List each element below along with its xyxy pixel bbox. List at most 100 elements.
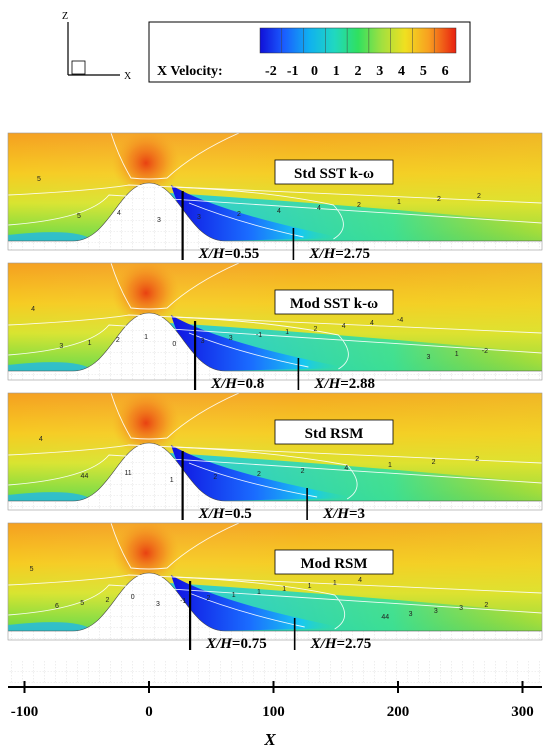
- x-tick-label: 300: [511, 704, 534, 720]
- colorbar-tick-label: 2: [355, 64, 362, 79]
- flow-panel: 4 3 1 2 1 0 3 3 -1 1 2 4 4 -4 3 1 -2 Mod SST k-ω X/H=0.8 X/…: [7, 262, 543, 392]
- velocity-maximum: [112, 263, 180, 327]
- contour-value-label: 1: [88, 340, 92, 347]
- colorbar-legend: X Velocity: -2 -1 0 1 2 3 4 5 6: [148, 21, 471, 83]
- contour-value-label: 4: [31, 306, 35, 313]
- contour-value-label: 1: [144, 334, 148, 341]
- colorbar-tick-label: 6: [442, 64, 449, 79]
- contour-value-label: 1: [170, 477, 174, 484]
- contour-value-label: 1: [388, 462, 392, 469]
- cut-label: X/H=3: [322, 506, 365, 522]
- x-tick-label: 100: [262, 704, 285, 720]
- cut-line-1: X/H=0.55: [181, 191, 260, 262]
- cut-label: X/H=0.5: [198, 506, 252, 522]
- contour-value-label: 3: [157, 217, 161, 224]
- lower-grid-strip: [8, 661, 542, 683]
- recirculation-zone: [171, 315, 349, 371]
- contour-value-label: 1: [308, 583, 312, 590]
- cut-line-1: X/H=0.5: [181, 451, 252, 522]
- cut-line-2: X/H=2.75: [293, 618, 372, 652]
- contour-value-label: 1: [257, 589, 261, 596]
- contour-value-label: 2: [116, 337, 120, 344]
- contour-value-label: 5: [77, 213, 81, 220]
- cut-label: X/H=2.88: [313, 376, 375, 392]
- contour-value-label: -1: [180, 598, 186, 605]
- cut-line-2: X/H=2.75: [292, 228, 370, 262]
- colorbar-tick-label: 1: [333, 64, 340, 79]
- contour-value-label: 2: [437, 196, 441, 203]
- contour-value-label: 3: [426, 354, 430, 361]
- velocity-maximum: [112, 393, 180, 457]
- x-tick-label: 200: [387, 704, 410, 720]
- contour-value-label: 1: [397, 199, 401, 206]
- contour-value-label: -1: [256, 332, 262, 339]
- panel-title: Mod RSM: [300, 556, 367, 572]
- contour-value-label: 3: [459, 605, 463, 612]
- colorbar-tick-label: 3: [376, 64, 383, 79]
- contour-value-label: -4: [397, 317, 403, 324]
- panel-title-box: Std RSM: [274, 419, 394, 445]
- contour-value-label: 2: [105, 597, 109, 604]
- contour-value-label: 2: [237, 211, 241, 218]
- contour-lines: [8, 523, 542, 630]
- contour-value-label: 4: [344, 465, 348, 472]
- contour-value-label: 4: [342, 323, 346, 330]
- contour-value-label: 1: [282, 586, 286, 593]
- colorbar-tick-label: 0: [311, 64, 318, 79]
- cut-label: X/H=0.8: [210, 376, 264, 392]
- contour-lines: [8, 263, 542, 370]
- axes-triad: Z X: [62, 11, 132, 82]
- panel-title: Std SST k-ω: [294, 166, 374, 182]
- contour-value-label: 1: [333, 580, 337, 587]
- recirculation-zone: [171, 185, 344, 241]
- contour-value-label: 2: [357, 202, 361, 209]
- contour-value-label: 3: [229, 335, 233, 342]
- contour-value-label: 5: [37, 176, 41, 183]
- colorbar-tick-label: 5: [420, 64, 427, 79]
- cut-line-2: X/H=3: [306, 488, 365, 522]
- contour-value-label: 2: [477, 193, 481, 200]
- z-axis-label: Z: [62, 11, 68, 22]
- contour-value-label: 1: [285, 329, 289, 336]
- contour-value-label: 3: [409, 611, 413, 618]
- x-axis-title: X: [263, 730, 276, 749]
- panel-title-box: Mod RSM: [274, 549, 394, 575]
- cut-label: X/H=2.75: [308, 246, 370, 262]
- flow-panel: 5 5 4 3 3 2 4 4 2 1 2 2 Std SST k-ω X/H=0.55 X/H=2.75: [7, 132, 543, 262]
- contour-value-label: 2: [301, 468, 305, 475]
- x-triad-label: X: [124, 71, 132, 82]
- velocity-maximum: [112, 523, 180, 587]
- contour-value-label: 2: [213, 474, 217, 481]
- cut-label: X/H=0.55: [198, 246, 260, 262]
- contour-value-label: 3: [201, 338, 205, 345]
- recirculation-zone: [171, 445, 358, 501]
- cut-line-2: X/H=2.88: [297, 358, 375, 392]
- contour-value-label: 2: [257, 471, 261, 478]
- colorbar-tick-label: -1: [287, 64, 299, 79]
- colorbar-title: X Velocity:: [157, 64, 223, 79]
- x-tick-label: 0: [145, 704, 153, 720]
- contour-value-label: 5: [30, 566, 34, 573]
- contour-value-label: 1: [232, 592, 236, 599]
- contour-value-label: 6: [55, 603, 59, 610]
- contour-value-label: 11: [124, 470, 131, 477]
- contour-value-label: 1: [455, 351, 459, 358]
- contour-value-label: 0: [172, 341, 176, 348]
- cut-label: X/H=0.75: [205, 636, 267, 652]
- colorbar-tick-label: -2: [265, 64, 277, 79]
- cut-line-1: X/H=0.8: [193, 321, 264, 392]
- contour-value-label: 4: [117, 210, 121, 217]
- contour-value-label: 3: [156, 601, 160, 608]
- contour-lines: [8, 393, 542, 500]
- cut-label: X/H=2.75: [310, 636, 372, 652]
- contour-value-label: 2: [432, 459, 436, 466]
- contour-value-label: 4: [358, 577, 362, 584]
- contour-value-label: 0: [131, 594, 135, 601]
- contour-value-label: 2: [475, 456, 479, 463]
- contour-value-label: 44: [81, 473, 89, 480]
- panel-title-box: Mod SST k-ω: [274, 289, 394, 315]
- contour-value-label: 44: [381, 614, 389, 621]
